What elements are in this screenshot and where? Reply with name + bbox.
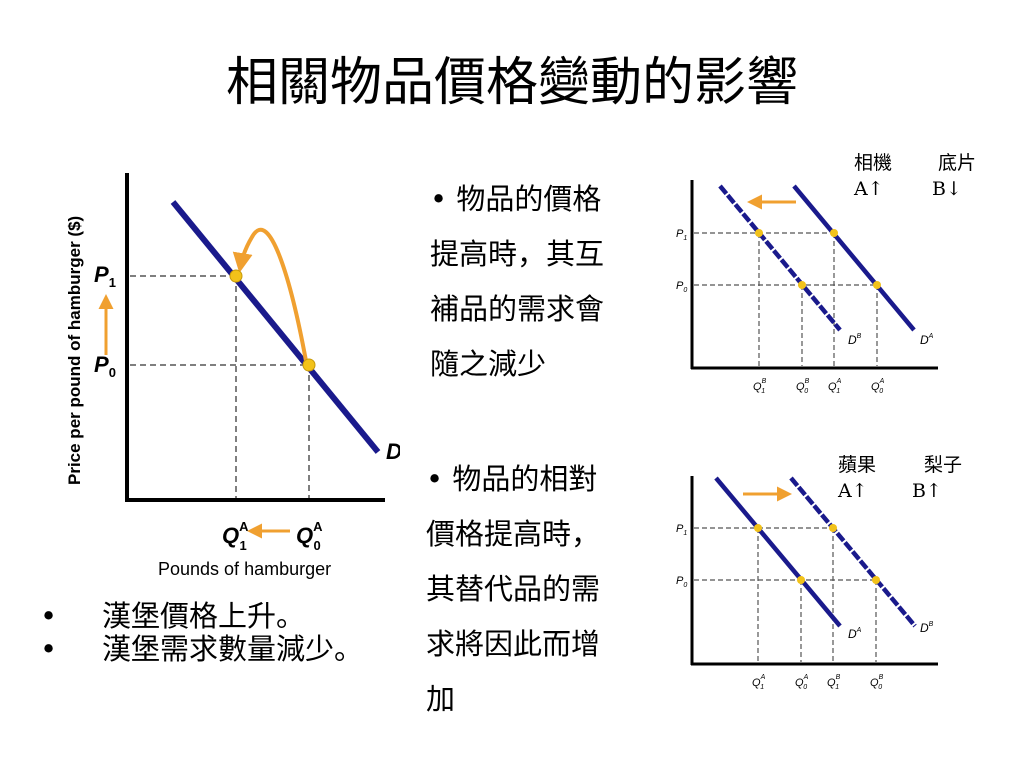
paragraph-line: 補品的需求會 <box>430 292 605 326</box>
paragraph-bullet: • <box>426 462 444 496</box>
tick-label: QA 0 <box>871 378 885 395</box>
page-title: 相關物品價格變動的影響 <box>225 53 798 113</box>
paragraph-line: 隨之減少 <box>430 347 547 381</box>
tick-label: QB 0 <box>870 674 884 691</box>
demand-curve-shifted <box>789 476 917 628</box>
substitute-paragraph: • 物品的相對 價格提高時， 其替代品的需 求將因此而增 加 <box>426 452 666 727</box>
tick-label: QB 1 <box>753 378 767 395</box>
paragraph-line: 其替代品的需 <box>426 572 601 606</box>
point <box>873 281 881 289</box>
curve-label-right: DB <box>920 621 934 635</box>
q1-label: QA 1 <box>222 519 249 553</box>
top-graph-legend: 相機 底片 A↑ B↓ <box>854 152 977 200</box>
point-p0 <box>302 358 316 372</box>
demand-curve <box>792 184 916 332</box>
main-demand-graph: Price per pound of hamburger ($) P1 P0 D… <box>65 173 400 579</box>
point <box>872 576 880 584</box>
q0-label: QA 0 <box>296 519 323 553</box>
y-axis-label: Price per pound of hamburger ($) <box>65 216 84 485</box>
curve-label-right: DA <box>920 333 934 347</box>
p0-label: P0 <box>676 280 687 294</box>
x-axis-label: Pounds of hamburger <box>158 559 331 579</box>
paragraph-line: 物品的價格 <box>456 182 602 216</box>
point <box>797 576 805 584</box>
tick-label: QB 1 <box>827 674 841 691</box>
paragraph-line: 加 <box>426 682 456 716</box>
curve-label: DA <box>386 437 400 464</box>
tick-label: QA 1 <box>828 378 842 395</box>
point <box>755 229 763 237</box>
point <box>798 281 806 289</box>
complement-paragraph: • 物品的價格 提高時，其互 補品的需求會 隨之減少 <box>430 172 670 392</box>
paragraph-line: 提高時，其互 <box>430 237 605 271</box>
paragraph-bullet: • <box>430 182 448 216</box>
complement-graph: P1 P0 DB DA QB 1 QB 0 QA 1 QA 0 <box>676 180 938 395</box>
tick-label: QB 0 <box>796 378 810 395</box>
p1-label: P1 <box>94 262 116 290</box>
p0-label: P0 <box>676 575 687 589</box>
substitute-graph: P1 P0 DA DB QA 1 QA 0 QB 1 QB 0 <box>676 476 938 691</box>
bottom-graph-legend: 蘋果 梨子 A↑ B↑ <box>838 454 963 502</box>
movement-arrow <box>232 227 308 362</box>
list-item: • 漢堡需求數量減少。 <box>40 632 364 666</box>
paragraph-line: 價格提高時， <box>426 517 601 551</box>
p0-label: P0 <box>94 352 116 380</box>
paragraph-line: 物品的相對 <box>452 462 598 496</box>
point <box>754 524 762 532</box>
demand-curve <box>714 476 842 628</box>
point-p1 <box>229 269 243 283</box>
p1-label: P1 <box>676 228 687 242</box>
paragraph-line: 求將因此而增 <box>426 627 601 661</box>
point <box>829 524 837 532</box>
tick-label: QA 1 <box>752 674 766 691</box>
curve-label-left: DB <box>848 333 862 347</box>
point <box>830 229 838 237</box>
demand-curve <box>170 200 381 454</box>
tick-label: QA 0 <box>795 674 809 691</box>
list-item: • 漢堡價格上升。 <box>40 599 306 633</box>
bullet-list: • 漢堡價格上升。 • 漢堡需求數量減少。 <box>40 600 430 666</box>
demand-curve-shifted <box>718 184 842 332</box>
curve-label-left: DA <box>848 627 862 641</box>
p1-label: P1 <box>676 523 687 537</box>
